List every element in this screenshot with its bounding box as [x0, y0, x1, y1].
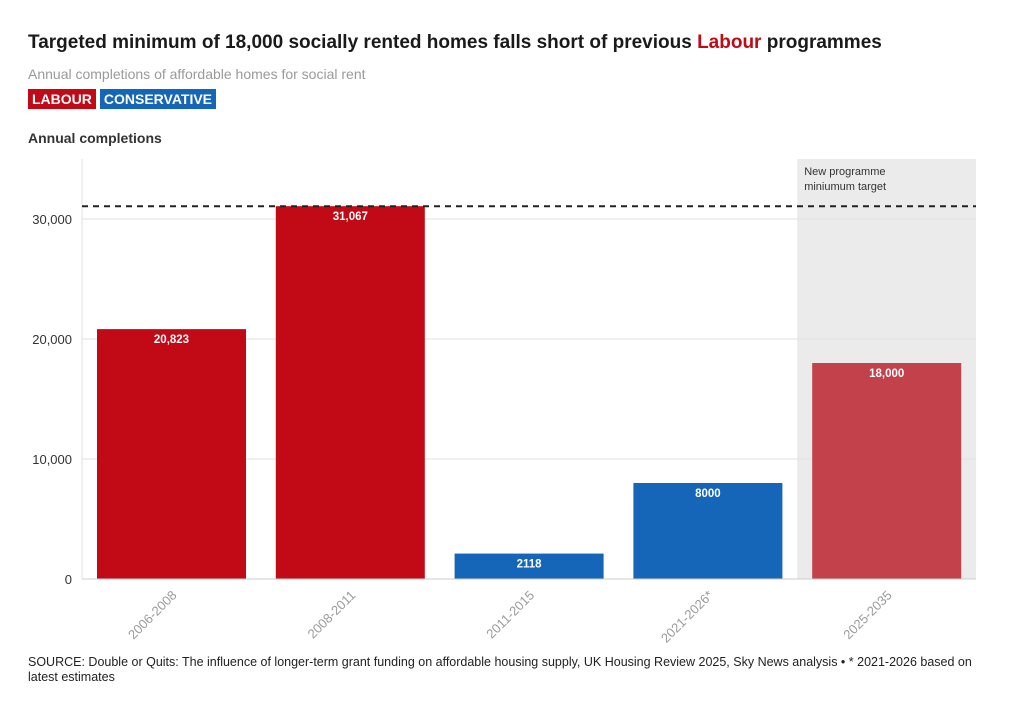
x-tick-label: 2025-2035 [840, 588, 895, 643]
bar-2021-2026 [633, 483, 783, 579]
bar-2025-2035 [812, 363, 962, 579]
data-label: 2118 [517, 559, 543, 571]
bar-2011-2015 [454, 553, 604, 579]
annotation-text: New programme [804, 166, 885, 178]
chart-title: Targeted minimum of 18,000 socially rent… [28, 32, 882, 53]
legend-conservative: CONSERVATIVE [99, 89, 217, 109]
bar-2008-2011 [275, 206, 425, 580]
data-label: 20,823 [154, 334, 189, 346]
legend: LABOUR CONSERVATIVE [28, 89, 217, 109]
y-tick-label: 0 [65, 572, 72, 587]
x-tick-label: 2006-2008 [125, 588, 180, 643]
y-axis-title: Annual completions [28, 130, 162, 146]
chart-subtitle: Annual completions of affordable homes f… [28, 66, 366, 82]
source-note: SOURCE: Double or Quits: The influence o… [28, 655, 972, 684]
title-highlight-labour: Labour [697, 32, 762, 53]
data-label: 18,000 [869, 368, 904, 380]
bar-2006-2008 [97, 329, 246, 579]
legend-labour: LABOUR [28, 89, 96, 109]
x-tick-label: 2008-2011 [305, 588, 359, 642]
x-tick-label: 2021-2026* [658, 588, 716, 646]
y-tick-label: 30,000 [32, 212, 72, 227]
data-label: 31,067 [333, 211, 368, 223]
y-tick-label: 10,000 [32, 452, 72, 467]
annotation-text: miniumum target [804, 181, 886, 193]
data-label: 8000 [695, 488, 721, 500]
y-tick-label: 20,000 [32, 332, 72, 347]
x-tick-label: 2011-2015 [483, 588, 537, 642]
